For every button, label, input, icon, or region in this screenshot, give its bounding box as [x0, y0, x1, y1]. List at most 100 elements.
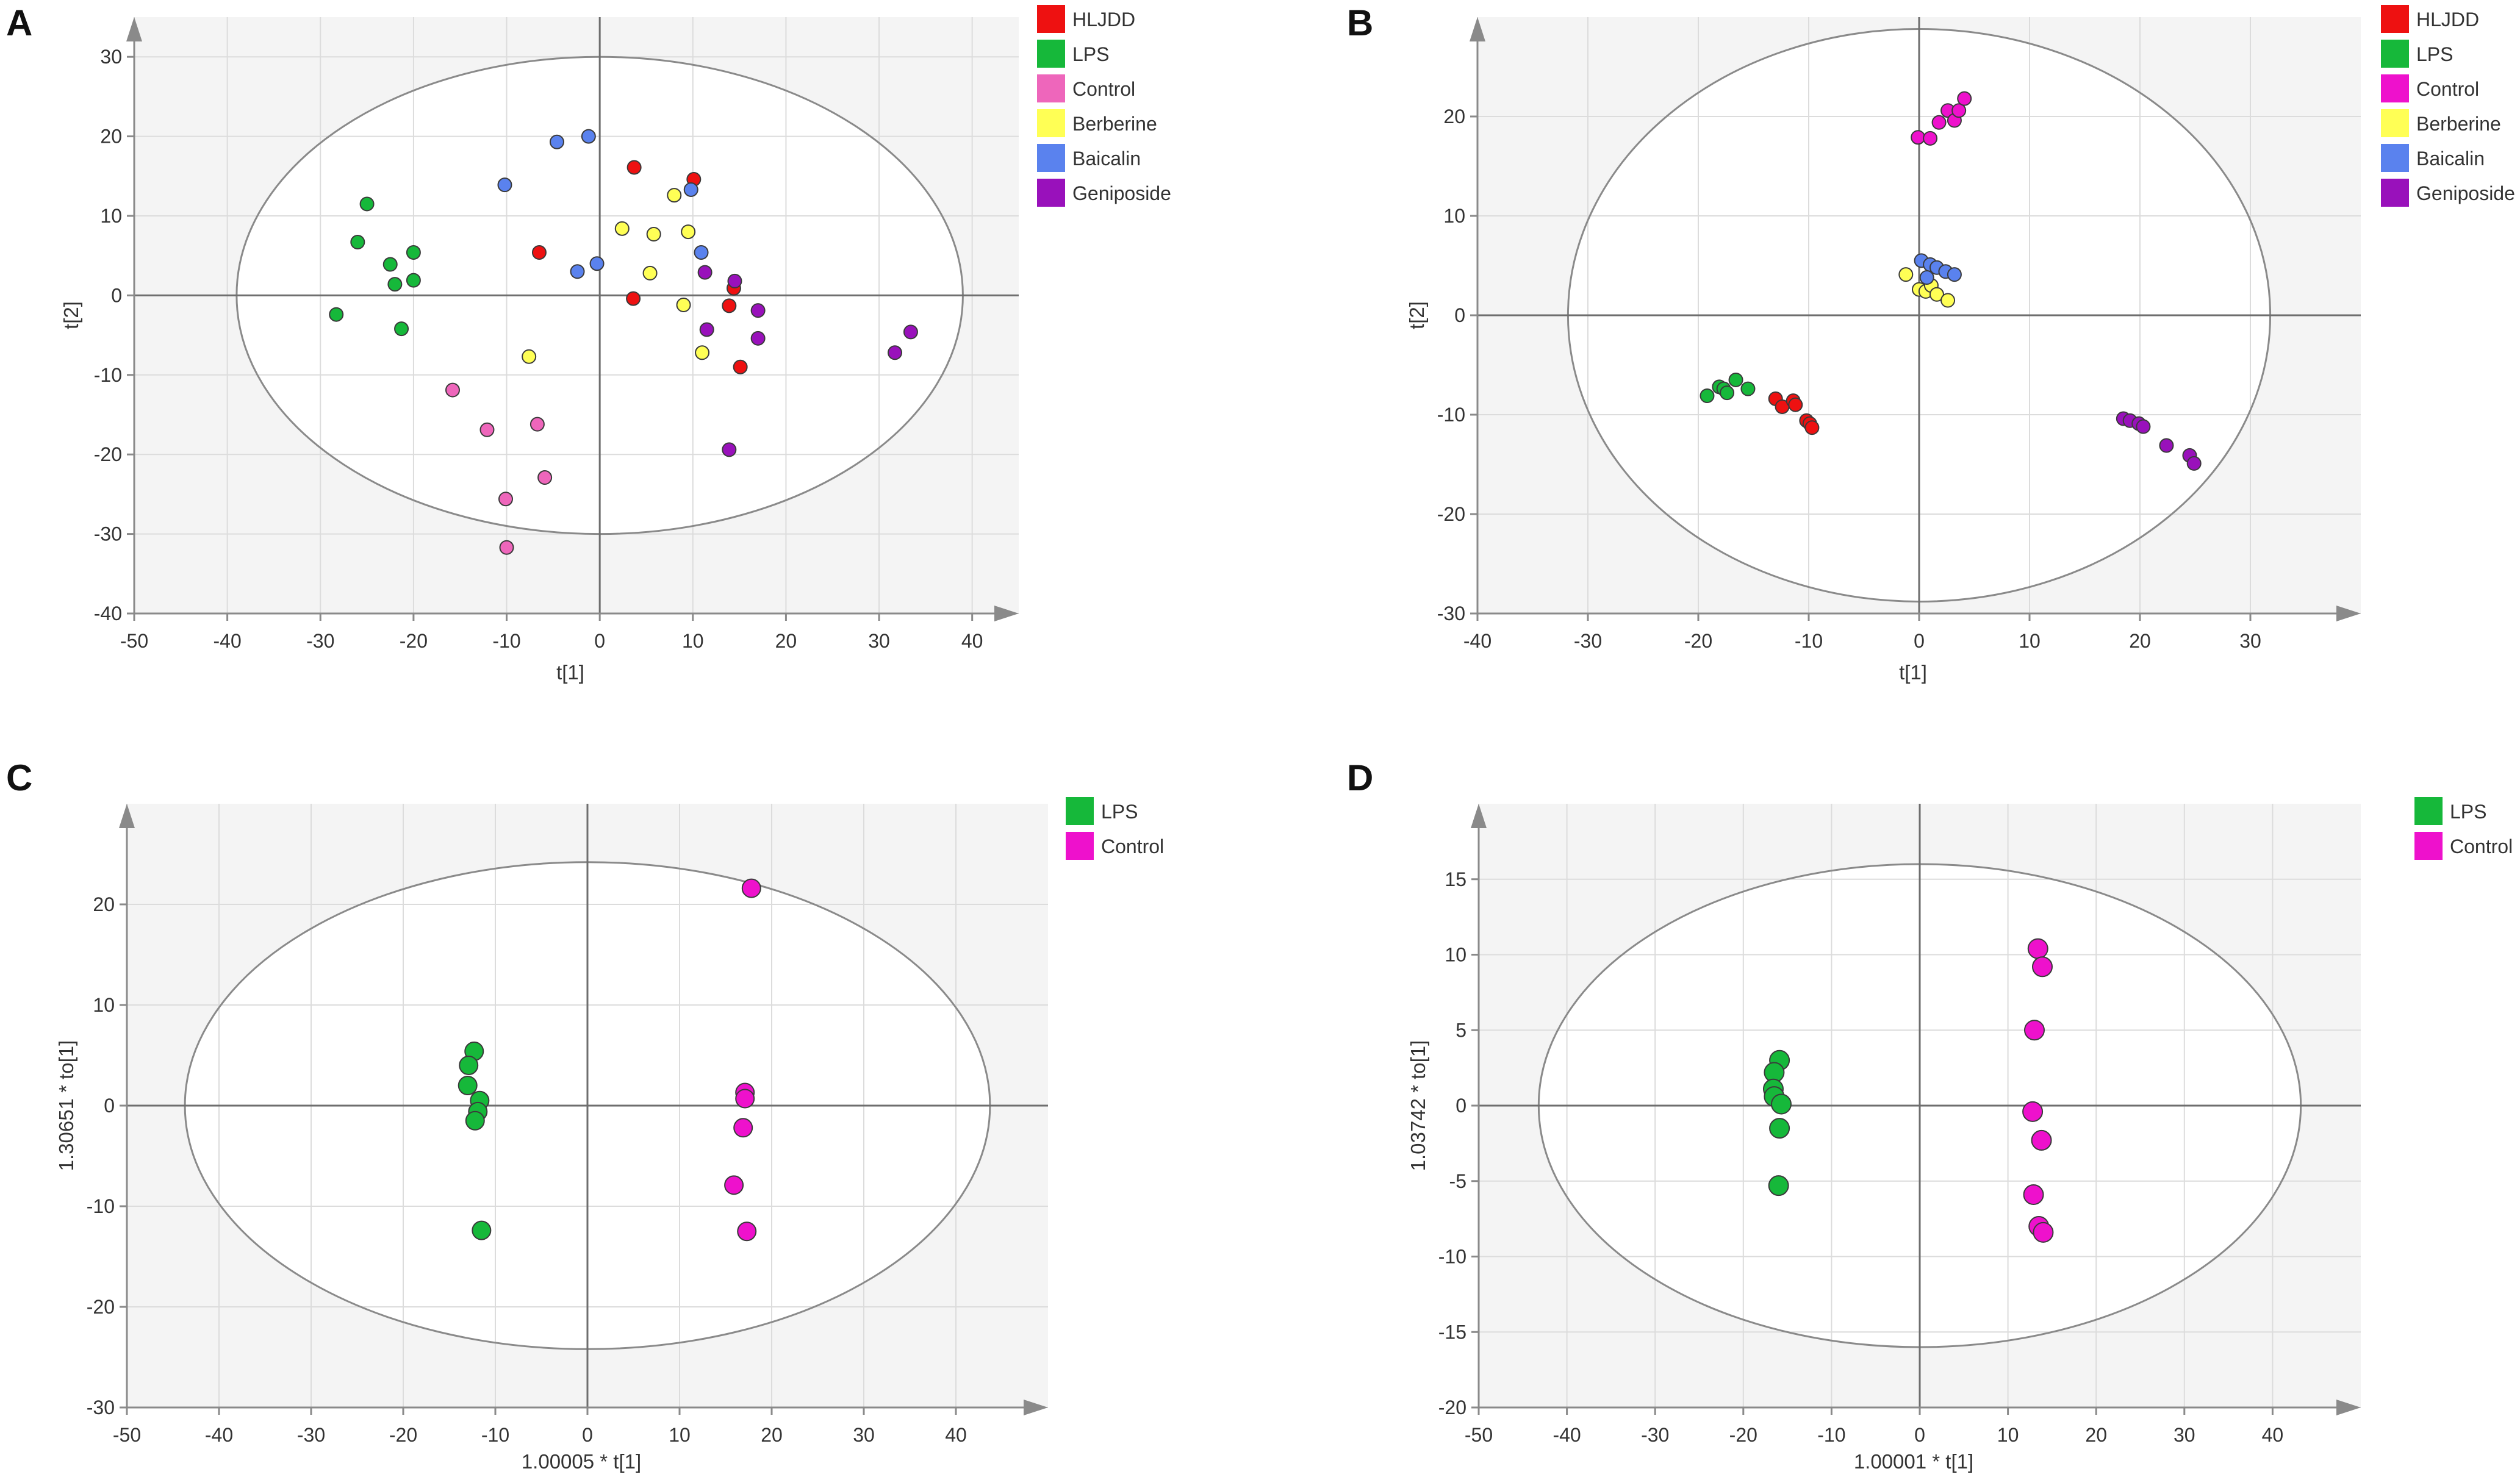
panel-letter: C — [6, 757, 32, 798]
point-control — [445, 382, 460, 398]
x-tick-label: 0 — [594, 630, 605, 652]
point-berberine — [676, 298, 691, 313]
legend: LPS Control — [2414, 797, 2513, 860]
x-tick-label: -20 — [400, 630, 428, 652]
point-control — [2023, 1184, 2044, 1206]
y-axis-arrow — [126, 17, 142, 41]
point-control — [724, 1175, 744, 1195]
x-tick-label: -10 — [492, 630, 520, 652]
x-tick-label: 30 — [2239, 630, 2261, 652]
x-tick-label: -30 — [306, 630, 334, 652]
legend-label: Berberine — [2416, 113, 2501, 135]
legend-label: Control — [2450, 835, 2513, 857]
legend-swatch — [2381, 5, 2409, 33]
point-geniposide — [888, 345, 902, 360]
x-tick-label: -10 — [1817, 1424, 1845, 1446]
point-control — [1951, 103, 1967, 118]
legend-label: HLJDD — [2416, 9, 2479, 30]
point-lps — [1728, 372, 1743, 387]
y-tick-label: -10 — [87, 1195, 115, 1217]
y-tick-label: 0 — [111, 284, 122, 306]
point-control — [2027, 938, 2048, 959]
y-axis-label: 1.03742 * to[1] — [1407, 1040, 1429, 1171]
x-tick-label: -10 — [481, 1424, 509, 1446]
y-tick-label: -20 — [87, 1296, 115, 1318]
legend-label: LPS — [1072, 43, 1109, 65]
legend-label: Control — [1072, 78, 1135, 100]
y-tick-label: -30 — [87, 1397, 115, 1418]
y-tick-label: 30 — [100, 46, 122, 68]
y-tick-label: 20 — [100, 126, 122, 148]
legend-label: LPS — [2450, 801, 2486, 823]
legend-label: LPS — [2416, 43, 2453, 65]
point-geniposide — [727, 273, 742, 288]
legend-swatch — [1066, 797, 1094, 825]
point-lps — [1740, 381, 1756, 396]
y-axis-arrow — [1470, 17, 1485, 41]
point-lps — [1720, 385, 1735, 401]
y-tick-label: -20 — [94, 443, 122, 465]
point-baicalin — [581, 129, 596, 144]
point-berberine — [667, 188, 682, 203]
x-tick-label: 20 — [761, 1424, 783, 1446]
legend-swatch — [2414, 797, 2443, 825]
legend-label: Berberine — [1072, 113, 1157, 135]
x-axis-label: 1.00005 * t[1] — [522, 1450, 641, 1473]
panel-A: -50 -40 -30 -20 -10 0 10 20 30 40 -40 -30 -20 -10 0 10 2… — [6, 2, 1171, 684]
point-baicalin — [683, 182, 698, 197]
legend-label: Control — [1101, 835, 1164, 857]
x-tick-label: -30 — [297, 1424, 325, 1446]
point-control — [1923, 131, 1938, 146]
point-lps — [394, 321, 409, 337]
point-control — [499, 540, 514, 555]
point-berberine — [646, 226, 661, 241]
point-geniposide — [697, 265, 713, 280]
x-tick-label: 10 — [1997, 1424, 2019, 1446]
point-baicalin — [694, 245, 709, 260]
panel-letter: D — [1347, 757, 1373, 798]
point-hljdd — [531, 245, 547, 260]
point-baicalin — [1919, 270, 1934, 285]
legend-swatch — [1066, 832, 1094, 860]
panel-letter: A — [6, 2, 32, 43]
point-berberine — [681, 224, 696, 240]
legend-swatch — [2381, 109, 2409, 137]
point-geniposide — [722, 442, 737, 457]
y-tick-label: -20 — [1437, 503, 1465, 525]
point-lps — [329, 307, 344, 322]
x-tick-label: 30 — [2174, 1424, 2195, 1446]
point-hljdd — [626, 160, 642, 175]
y-tick-label: -30 — [94, 523, 122, 545]
legend-swatch — [2381, 74, 2409, 102]
point-geniposide — [2159, 438, 2174, 453]
point-baicalin — [549, 134, 564, 149]
point-berberine — [642, 265, 658, 281]
x-tick-label: -40 — [214, 630, 242, 652]
panel-letter: B — [1347, 2, 1373, 43]
y-tick-label: -40 — [94, 603, 122, 624]
legend-swatch — [1037, 5, 1065, 33]
legend-label: Baicalin — [1072, 148, 1141, 170]
y-axis-arrow — [1471, 804, 1487, 828]
x-tick-label: -30 — [1574, 630, 1602, 652]
x-tick-label: -20 — [389, 1424, 417, 1446]
point-berberine — [695, 345, 710, 360]
point-lps — [465, 1110, 485, 1131]
legend-swatch — [2381, 144, 2409, 172]
x-tick-label: -40 — [1463, 630, 1492, 652]
legend-swatch — [2381, 179, 2409, 207]
point-berberine — [1940, 293, 1956, 308]
x-tick-label: 10 — [669, 1424, 691, 1446]
point-geniposide — [699, 322, 714, 337]
y-axis-label: t[2] — [1405, 301, 1428, 329]
x-tick-label: 10 — [682, 630, 704, 652]
y-tick-label: 10 — [1445, 944, 1466, 966]
point-control — [498, 492, 513, 507]
point-lps — [406, 245, 421, 260]
point-geniposide — [750, 303, 766, 318]
x-axis-label: t[1] — [556, 661, 584, 684]
x-axis-arrow — [994, 606, 1019, 621]
legend-swatch — [1037, 74, 1065, 102]
point-control — [2022, 1101, 2044, 1122]
point-baicalin — [497, 177, 512, 193]
